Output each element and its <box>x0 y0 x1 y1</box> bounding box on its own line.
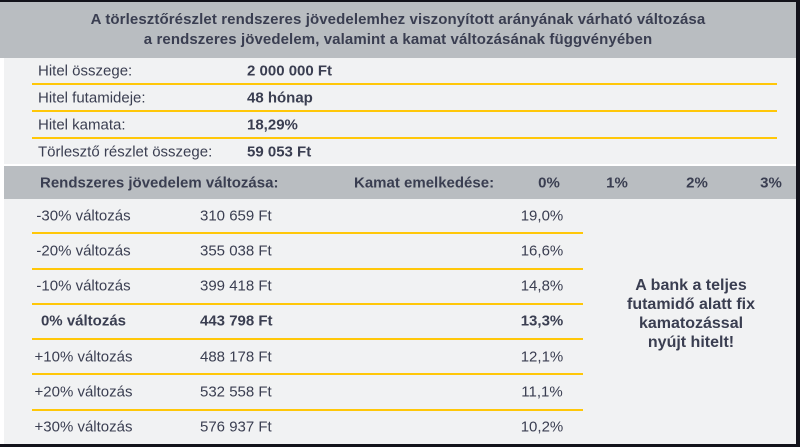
income-change-cell: -30% változás <box>36 207 131 225</box>
row-separator <box>32 83 777 85</box>
payment-amount-cell: 576 937 Ft <box>200 418 272 436</box>
income-change-cell: -20% változás <box>36 242 131 260</box>
payment-amount-cell: 355 038 Ft <box>200 242 272 260</box>
rate-column-header-0: 0% <box>538 174 560 191</box>
fixed-rate-note-line-3: kamatozással <box>638 315 744 332</box>
row-separator <box>32 408 583 411</box>
row-separator <box>32 267 583 270</box>
table-row: -30% változás 310 659 Ft 19,0% <box>4 199 796 232</box>
loan-details-table: Hitel összege: 2 000 000 Ft Hitel futami… <box>4 58 796 164</box>
rate-column-header-2: 2% <box>686 174 708 191</box>
rate-column-header-1: 1% <box>606 174 628 191</box>
ratio-cell: 19,0% <box>520 207 564 225</box>
report-title-bar: A törlesztőrészlet rendszeres jövedelemh… <box>0 2 796 58</box>
installment-value: 59 053 Ft <box>247 143 312 160</box>
report-title-line-2: a rendszeres jövedelem, valamint a kamat… <box>143 31 653 48</box>
report-title-line-1: A törlesztőrészlet rendszeres jövedelemh… <box>90 11 706 28</box>
income-change-cell: +30% változás <box>34 418 133 436</box>
ratio-cell: 16,6% <box>520 242 564 260</box>
payment-amount-cell: 443 798 Ft <box>200 312 273 330</box>
table-header-row: Rendszeres jövedelem változása: Kamat em… <box>4 166 796 199</box>
table-row: -20% változás 355 038 Ft 16,6% <box>4 234 796 267</box>
rate-increase-header: Kamat emelkedése: <box>354 174 495 191</box>
row-separator <box>32 338 583 341</box>
row-separator <box>32 302 583 305</box>
loan-amount-label: Hitel összege: <box>38 62 133 79</box>
loan-detail-row: Hitel futamideje: 48 hónap <box>4 85 796 110</box>
fixed-rate-note-line-4: nyújt hitelt! <box>647 334 735 351</box>
ratio-cell: 13,3% <box>520 312 564 330</box>
payment-amount-cell: 399 418 Ft <box>200 277 272 295</box>
installment-label: Törlesztő részlet összege: <box>38 143 213 160</box>
fixed-rate-note-line-2: futamidő alatt fix <box>626 296 755 313</box>
loan-rate-label: Hitel kamata: <box>38 116 126 133</box>
fixed-rate-note-line-1: A bank a teljes <box>635 277 747 294</box>
loan-detail-row: Hitel összege: 2 000 000 Ft <box>4 58 796 83</box>
income-change-cell: -10% változás <box>36 277 131 295</box>
loan-detail-row: Hitel kamata: 18,29% <box>4 112 796 137</box>
payment-amount-cell: 488 178 Ft <box>200 348 272 366</box>
ratio-cell: 14,8% <box>520 277 564 295</box>
payment-amount-cell: 310 659 Ft <box>200 207 272 225</box>
income-change-cell: +10% változás <box>34 348 133 366</box>
loan-amount-value: 2 000 000 Ft <box>247 62 333 79</box>
ratio-cell: 11,1% <box>521 383 563 401</box>
table-row: +20% változás 532 558 Ft 11,1% <box>4 375 796 408</box>
income-change-cell: 0% változás <box>40 312 127 330</box>
table-row: +30% változás 576 937 Ft 10,2% <box>4 411 796 444</box>
row-separator <box>32 232 583 235</box>
income-change-header: Rendszeres jövedelem változása: <box>40 174 279 191</box>
row-separator <box>32 110 777 112</box>
loan-detail-row: Törlesztő részlet összege: 59 053 Ft <box>4 139 796 164</box>
loan-rate-value: 18,29% <box>247 116 298 133</box>
payment-amount-cell: 532 558 Ft <box>200 383 272 401</box>
loan-term-value: 48 hónap <box>247 89 313 106</box>
table-row: +10% változás 488 178 Ft 12,1% <box>4 340 796 373</box>
table-row-baseline: 0% változás 443 798 Ft 13,3% <box>4 305 796 338</box>
loan-term-label: Hitel futamideje: <box>38 89 146 106</box>
rate-column-header-3: 3% <box>760 174 782 191</box>
ratio-cell: 12,1% <box>520 348 564 366</box>
scenario-table: -30% változás 310 659 Ft 19,0% -20% vált… <box>4 199 796 444</box>
fixed-rate-note: A bank a teljes futamidő alatt fix kamat… <box>593 276 789 352</box>
table-row: -10% változás 399 418 Ft 14,8% <box>4 270 796 303</box>
ratio-cell: 10,2% <box>520 418 564 436</box>
row-separator <box>32 373 583 376</box>
income-change-cell: +20% változás <box>34 383 133 401</box>
row-separator <box>32 137 777 139</box>
